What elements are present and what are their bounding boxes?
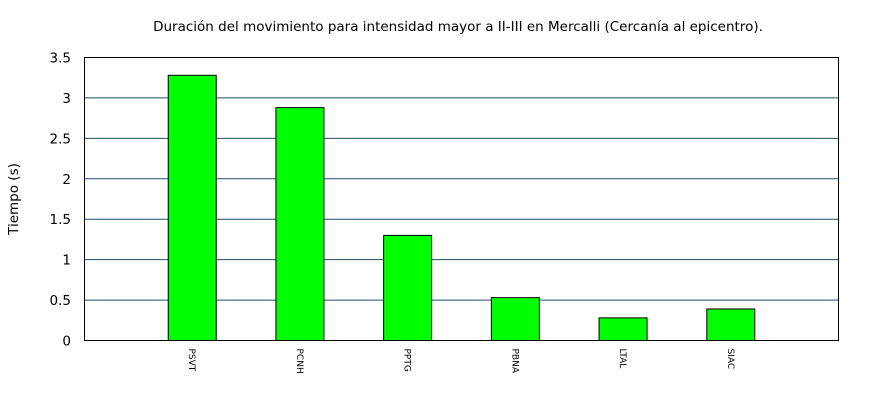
bar-ltal [598, 317, 648, 341]
x-tick-label: LTAL [617, 349, 627, 369]
bar-pptg [383, 234, 433, 341]
y-tick-label: 2 [62, 172, 71, 188]
plot-frame [84, 57, 839, 341]
y-axis-ticks: 0 0.5 1 1.5 2 2.5 3 3.5 [50, 51, 71, 350]
y-tick-label: 1 [62, 253, 71, 269]
bars [167, 74, 756, 342]
x-axis-ticks: PSVT PCNH PPTG PBNA LTAL SIAC [186, 349, 735, 374]
bar-psvt [167, 74, 217, 341]
y-tick-label: 2.5 [50, 131, 71, 147]
x-tick-label: PPTG [402, 349, 412, 372]
x-tick-label: SIAC [725, 349, 735, 370]
bar-pbna [490, 297, 540, 342]
y-tick-label: 1.5 [50, 212, 71, 228]
y-tick-label: 0 [62, 334, 71, 350]
bar-siac [706, 308, 756, 342]
y-tick-label: 0.5 [50, 293, 71, 309]
y-axis-label: Tiempo (s) [6, 163, 22, 236]
x-tick-label: PSVT [186, 349, 196, 372]
x-tick-label: PBNA [509, 349, 519, 374]
chart-title: Duración del movimiento para intensidad … [153, 19, 763, 35]
y-tick-label: 3.5 [50, 51, 71, 67]
bar-pcnh [275, 107, 325, 342]
x-tick-label: PCNH [294, 349, 304, 374]
y-tick-label: 3 [62, 91, 71, 107]
